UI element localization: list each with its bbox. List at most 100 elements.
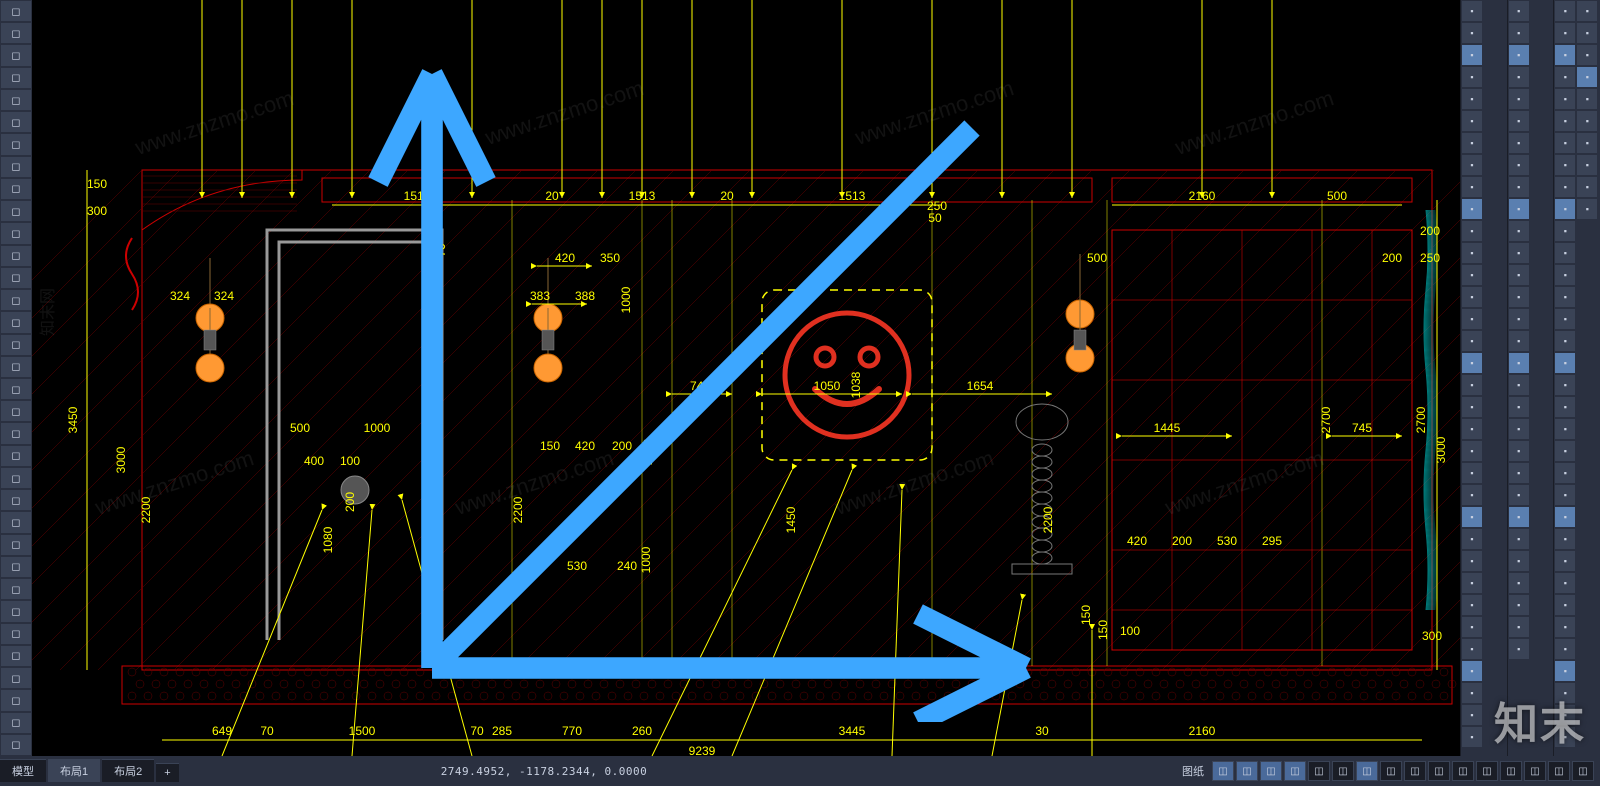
- tool-pline[interactable]: ◻: [1, 23, 31, 43]
- rtool-d[interactable]: ▪: [1555, 67, 1575, 87]
- tool-ext[interactable]: ◻: [1, 512, 31, 532]
- status-toggle-otrack[interactable]: ◫: [1332, 761, 1354, 781]
- rtool-A[interactable]: ▪: [1577, 45, 1597, 65]
- rtool-0[interactable]: ▪: [1577, 23, 1597, 43]
- rtool-H[interactable]: ▪: [1577, 199, 1597, 219]
- rtool-t[interactable]: ▪: [1555, 419, 1575, 439]
- rtool-c[interactable]: ▪: [1462, 45, 1482, 65]
- tool-ell[interactable]: ◻: [1, 134, 31, 154]
- rtool-h[interactable]: ▪: [1509, 155, 1529, 175]
- tool-join[interactable]: ◻: [1, 646, 31, 666]
- rtool-k[interactable]: ▪: [1555, 221, 1575, 241]
- rtool-f[interactable]: ▪: [1555, 111, 1575, 131]
- rtool-F[interactable]: ▪: [1577, 155, 1597, 175]
- rtool-a[interactable]: ▪: [1555, 1, 1575, 21]
- rtool-7[interactable]: ▪: [1462, 705, 1482, 725]
- rtool-c[interactable]: ▪: [1509, 45, 1529, 65]
- rtool-2[interactable]: ▪: [1509, 595, 1529, 615]
- status-toggle-a4[interactable]: ◫: [1524, 761, 1546, 781]
- rtool-m[interactable]: ▪: [1509, 265, 1529, 285]
- tool-sca[interactable]: ◻: [1, 446, 31, 466]
- rtool-1[interactable]: ▪: [1555, 573, 1575, 593]
- rtool-u[interactable]: ▪: [1462, 441, 1482, 461]
- status-toggle-a2[interactable]: ◫: [1476, 761, 1498, 781]
- rtool-a[interactable]: ▪: [1462, 1, 1482, 21]
- rtool-d[interactable]: ▪: [1509, 67, 1529, 87]
- tool-rot[interactable]: ◻: [1, 401, 31, 421]
- rtool-b[interactable]: ▪: [1555, 23, 1575, 43]
- rtool-o[interactable]: ▪: [1509, 309, 1529, 329]
- rtool-r[interactable]: ▪: [1509, 375, 1529, 395]
- rtool-1[interactable]: ▪: [1462, 573, 1482, 593]
- tool-dim[interactable]: ◻: [1, 246, 31, 266]
- tool-cha[interactable]: ◻: [1, 557, 31, 577]
- rtool-b[interactable]: ▪: [1462, 23, 1482, 43]
- tool-txt[interactable]: ◻: [1, 201, 31, 221]
- rtool-2[interactable]: ▪: [1462, 595, 1482, 615]
- rtool-m[interactable]: ▪: [1555, 265, 1575, 285]
- rtool-o[interactable]: ▪: [1555, 309, 1575, 329]
- layout-tab[interactable]: 布局2: [102, 759, 154, 782]
- rtool-2[interactable]: ▪: [1555, 595, 1575, 615]
- tool-arc[interactable]: ◻: [1, 68, 31, 88]
- rtool-3[interactable]: ▪: [1555, 617, 1575, 637]
- rtool-y[interactable]: ▪: [1462, 529, 1482, 549]
- rtool-l[interactable]: ▪: [1462, 243, 1482, 263]
- status-toggle-osnap[interactable]: ◫: [1308, 761, 1330, 781]
- tool-mtx[interactable]: ◻: [1, 223, 31, 243]
- rtool-g[interactable]: ▪: [1462, 133, 1482, 153]
- rtool-4[interactable]: ▪: [1462, 639, 1482, 659]
- rtool-b[interactable]: ▪: [1509, 23, 1529, 43]
- rtool-B[interactable]: ▪: [1577, 67, 1597, 87]
- rtool-d[interactable]: ▪: [1462, 67, 1482, 87]
- tool-tab[interactable]: ◻: [1, 290, 31, 310]
- rtool-r[interactable]: ▪: [1462, 375, 1482, 395]
- rtool-p[interactable]: ▪: [1462, 331, 1482, 351]
- rtool-1[interactable]: ▪: [1509, 573, 1529, 593]
- rtool-j[interactable]: ▪: [1509, 199, 1529, 219]
- tool-hat[interactable]: ◻: [1, 179, 31, 199]
- rtool-j[interactable]: ▪: [1555, 199, 1575, 219]
- tool-poly[interactable]: ◻: [1, 112, 31, 132]
- status-toggle-snap[interactable]: ◫: [1236, 761, 1258, 781]
- rtool-k[interactable]: ▪: [1462, 221, 1482, 241]
- rtool-t[interactable]: ▪: [1509, 419, 1529, 439]
- status-toggle-qs[interactable]: ◫: [1404, 761, 1426, 781]
- layout-tab[interactable]: 布局1: [48, 759, 100, 782]
- rtool-f[interactable]: ▪: [1509, 111, 1529, 131]
- rtool-7[interactable]: ▪: [1555, 705, 1575, 725]
- rtool-y[interactable]: ▪: [1555, 529, 1575, 549]
- status-toggle-a1[interactable]: ◫: [1452, 761, 1474, 781]
- rtool-j[interactable]: ▪: [1462, 199, 1482, 219]
- status-toggle-a6[interactable]: ◫: [1572, 761, 1594, 781]
- rtool-s[interactable]: ▪: [1462, 397, 1482, 417]
- status-toggle-a3[interactable]: ◫: [1500, 761, 1522, 781]
- rtool-3[interactable]: ▪: [1509, 617, 1529, 637]
- tool-line[interactable]: ◻: [1, 1, 31, 21]
- rtool-z[interactable]: ▪: [1509, 551, 1529, 571]
- rtool-6[interactable]: ▪: [1555, 683, 1575, 703]
- rtool-w[interactable]: ▪: [1462, 485, 1482, 505]
- rtool-z[interactable]: ▪: [1555, 551, 1575, 571]
- tool-zoom[interactable]: ◻: [1, 735, 31, 755]
- rtool-e[interactable]: ▪: [1509, 89, 1529, 109]
- rtool-o[interactable]: ▪: [1462, 309, 1482, 329]
- tool-pan[interactable]: ◻: [1, 713, 31, 733]
- rtool-l[interactable]: ▪: [1509, 243, 1529, 263]
- add-layout-tab[interactable]: +: [156, 763, 178, 782]
- tool-spl[interactable]: ◻: [1, 157, 31, 177]
- drawing-canvas[interactable]: 1512201513201513250216050032432450010004…: [32, 0, 1460, 756]
- rtool-i[interactable]: ▪: [1509, 177, 1529, 197]
- rtool-z[interactable]: ▪: [1462, 551, 1482, 571]
- rtool-C[interactable]: ▪: [1577, 89, 1597, 109]
- status-toggle-sc[interactable]: ◫: [1428, 761, 1450, 781]
- tool-circ[interactable]: ◻: [1, 45, 31, 65]
- rtool-q[interactable]: ▪: [1555, 353, 1575, 373]
- rtool-x[interactable]: ▪: [1462, 507, 1482, 527]
- rtool-8[interactable]: ▪: [1462, 727, 1482, 747]
- rtool-q[interactable]: ▪: [1462, 353, 1482, 373]
- rtool-5[interactable]: ▪: [1462, 661, 1482, 681]
- rtool-v[interactable]: ▪: [1555, 463, 1575, 483]
- rtool-x[interactable]: ▪: [1555, 507, 1575, 527]
- rtool-w[interactable]: ▪: [1555, 485, 1575, 505]
